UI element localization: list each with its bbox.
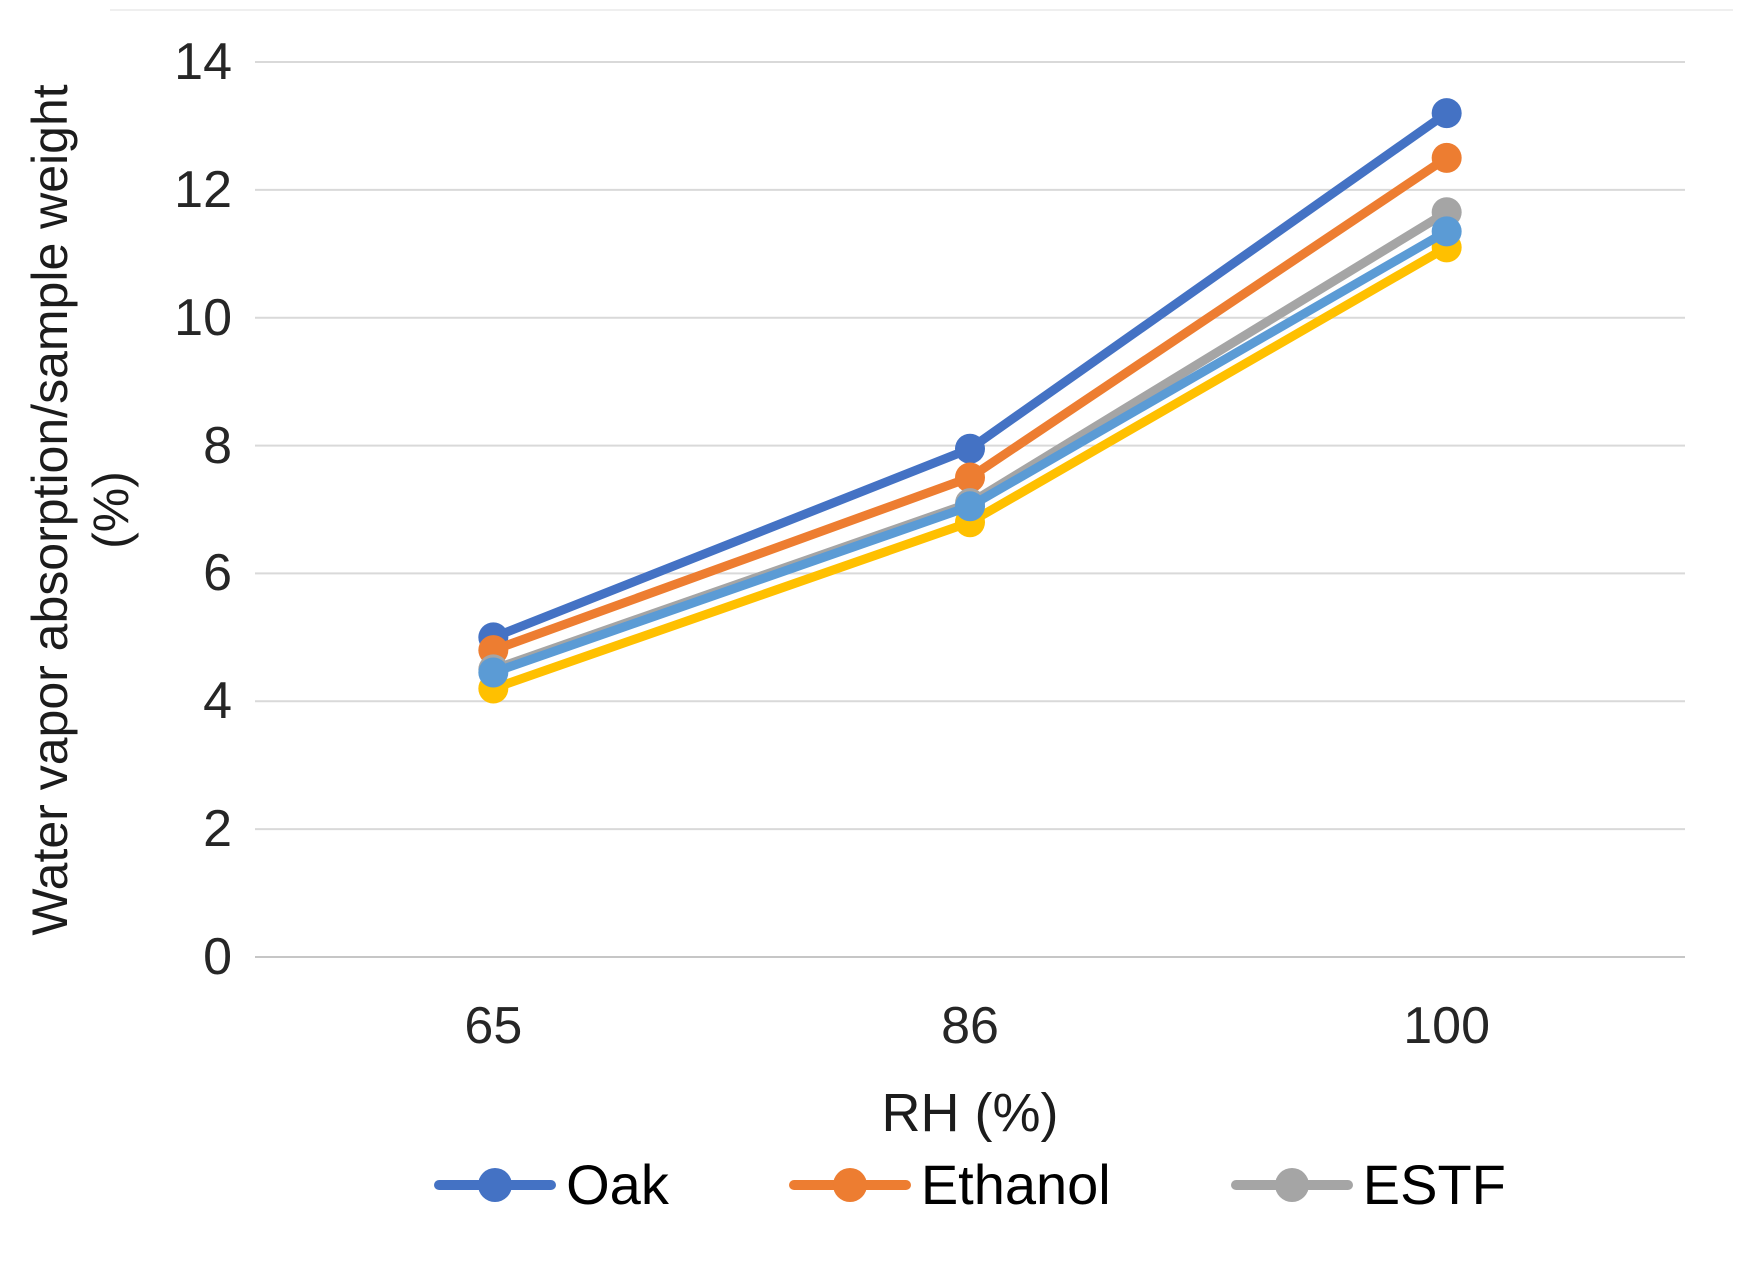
legend-label: Oak [566, 1153, 669, 1216]
x-tick-label-65: 65 [464, 997, 523, 1055]
y-tick-label-6: 6 [203, 544, 232, 603]
y-tick-label-8: 8 [203, 416, 232, 475]
y-tick-label-2: 2 [203, 800, 232, 859]
data-point-Ethanol-86 [955, 462, 985, 493]
x-tick-label-100: 100 [1403, 997, 1491, 1055]
figure-top-border [110, 9, 1733, 11]
series-line-Oak [488, 108, 1452, 642]
y-tick-label-10: 10 [174, 288, 232, 347]
data-point-Ethanol-100 [1431, 142, 1462, 173]
data-point-unlabeled-4-86 [955, 491, 985, 522]
y-tick-label-12: 12 [174, 160, 232, 219]
y-tick-label-0: 0 [203, 928, 232, 986]
legend-item-oak: Oak [434, 1152, 669, 1217]
legend: Oak Ethanol ESTF [255, 1152, 1685, 1217]
x-tick-label-86: 86 [941, 997, 999, 1055]
legend-marker-icon [434, 1165, 557, 1205]
data-point-unlabeled-4-100 [1431, 216, 1462, 247]
x-axis-title: RH (%) [881, 1083, 1059, 1143]
data-point-Oak-100 [1431, 98, 1462, 129]
legend-item-estf: ESTF [1230, 1152, 1506, 1217]
legend-item-ethanol: Ethanol [788, 1152, 1111, 1217]
data-point-unlabeled-4-65 [478, 657, 509, 688]
y-tick-label-14: 14 [174, 33, 232, 91]
legend-marker-icon [788, 1165, 911, 1205]
legend-marker-icon [1230, 1165, 1353, 1205]
y-tick-label-4: 4 [203, 672, 232, 731]
legend-dot [832, 1167, 867, 1202]
legend-label: Ethanol [920, 1153, 1111, 1216]
legend-dot [478, 1167, 513, 1202]
legend-label: ESTF [1362, 1153, 1506, 1216]
data-point-Oak-86 [955, 433, 985, 464]
legend-dot [1274, 1167, 1309, 1202]
